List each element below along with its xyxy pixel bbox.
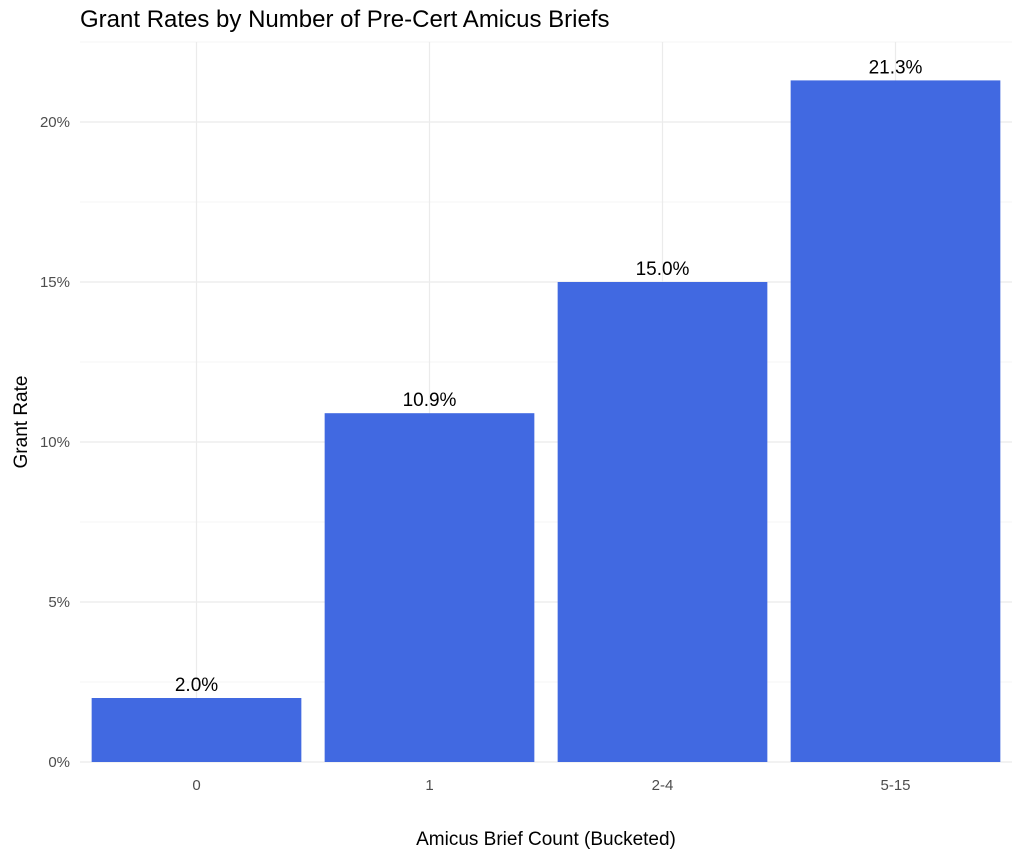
y-tick-label: 10% <box>40 434 70 451</box>
x-axis-title: Amicus Brief Count (Bucketed) <box>416 829 676 850</box>
bar <box>91 698 302 762</box>
x-tick-label: 5-15 <box>880 777 910 794</box>
bars <box>91 80 1001 762</box>
data-label: 21.3% <box>869 57 923 78</box>
chart-title: Grant Rates by Number of Pre-Cert Amicus… <box>80 6 610 33</box>
x-tick-label: 1 <box>425 777 433 794</box>
x-axis-ticks: 0 1 2-4 5-15 <box>192 777 910 794</box>
y-tick-label: 5% <box>48 594 70 611</box>
bar <box>790 80 1001 762</box>
data-label: 2.0% <box>175 675 218 696</box>
bar <box>557 282 768 762</box>
y-tick-label: 15% <box>40 274 70 291</box>
bar <box>324 413 535 762</box>
y-tick-label: 0% <box>48 754 70 771</box>
data-labels: 2.0% 10.9% 15.0% 21.3% <box>175 57 923 696</box>
y-tick-label: 20% <box>40 114 70 131</box>
x-tick-label: 0 <box>192 777 200 794</box>
y-axis-ticks: 0% 5% 10% 15% 20% <box>40 114 70 771</box>
data-label: 10.9% <box>403 390 457 411</box>
x-tick-label: 2-4 <box>652 777 674 794</box>
y-axis-title: Grant Rate <box>11 376 32 469</box>
data-label: 15.0% <box>636 259 690 280</box>
